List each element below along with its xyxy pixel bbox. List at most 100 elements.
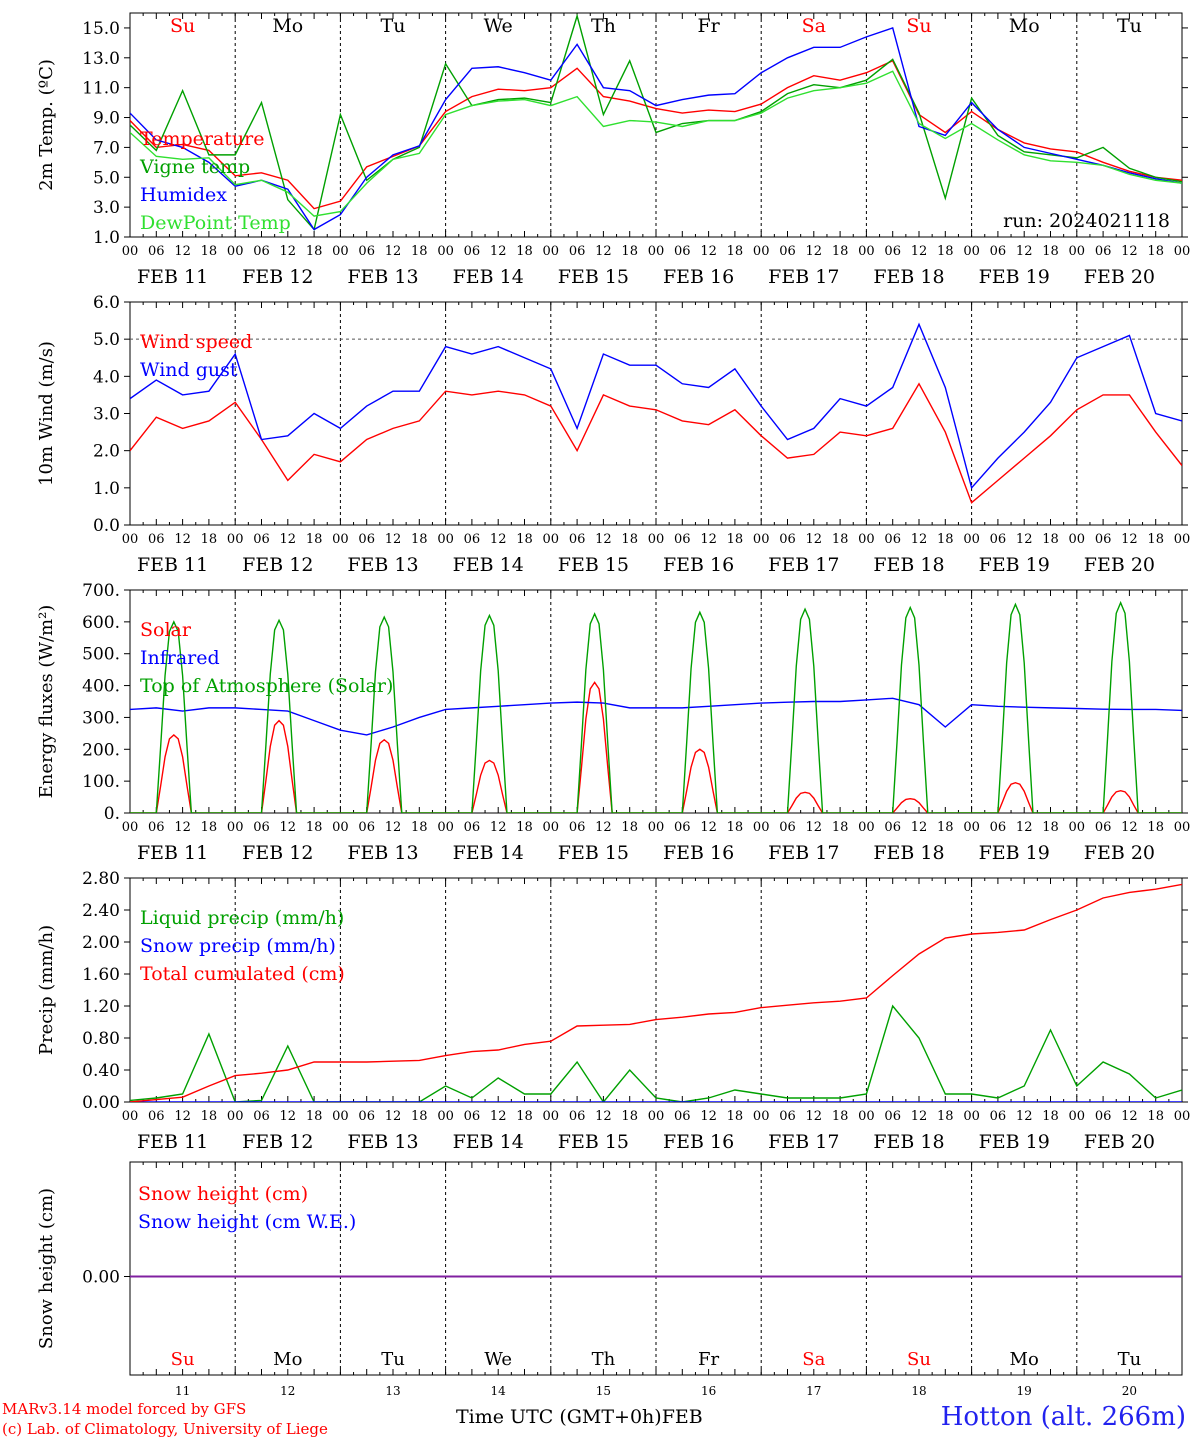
x-hour-label: 06 <box>884 820 901 835</box>
x-hour-label: 00 <box>1069 1109 1086 1124</box>
y-tick-label: 5.0 <box>93 330 120 350</box>
x-hour-label: 00 <box>1174 532 1191 547</box>
x-hour-label: 00 <box>648 532 665 547</box>
y-tick-label: 2.00 <box>82 933 120 953</box>
legend-entry: Wind gust <box>140 359 238 381</box>
legend-entry: Vigne temp <box>139 156 250 178</box>
legend-entry: DewPoint Temp <box>140 212 291 234</box>
legend-entry: Infrared <box>140 647 220 669</box>
x-hour-label: 06 <box>569 820 586 835</box>
x-hour-label: 12 <box>806 532 823 547</box>
x-hour-label: 00 <box>227 820 244 835</box>
x-hour-label: 12 <box>280 244 297 259</box>
x-hour-label: 12 <box>385 532 402 547</box>
y-tick-label: 0.80 <box>82 1029 120 1049</box>
x-hour-label: 12 <box>490 1109 507 1124</box>
x-hour-label: 00 <box>122 244 139 259</box>
x-hour-label: 00 <box>963 820 980 835</box>
y-axis-label: Snow height (cm) <box>36 1188 57 1349</box>
x-date-label: FEB 11 <box>137 1131 208 1153</box>
x-hour-label: 06 <box>358 820 375 835</box>
x-hour-label: 00 <box>543 1109 560 1124</box>
y-tick-label: 0.0 <box>93 516 120 536</box>
x-hour-label: 06 <box>253 1109 270 1124</box>
x-hour-label: 18 <box>832 1109 849 1124</box>
y-tick-label: 3.0 <box>93 405 120 425</box>
x-hour-label: 06 <box>464 1109 481 1124</box>
legend-entry: Humidex <box>140 184 227 206</box>
x-date-label: FEB 13 <box>347 842 418 864</box>
x-hour-label: 06 <box>253 532 270 547</box>
x-hour-label: 06 <box>358 532 375 547</box>
y-tick-label: 7.0 <box>93 138 120 158</box>
x-date-label: FEB 18 <box>873 554 944 576</box>
x-axis-title: Time UTC (GMT+0h)FEB <box>456 1406 703 1428</box>
x-date-label: FEB 13 <box>347 1131 418 1153</box>
x-date-label: FEB 17 <box>768 554 839 576</box>
x-hour-label: 18 <box>1042 820 1059 835</box>
x-day-label: Tu <box>381 1349 405 1370</box>
x-hour-label: 12 <box>385 1109 402 1124</box>
x-hour-label: 06 <box>569 1109 586 1124</box>
y-tick-label: 15.0 <box>82 19 120 39</box>
x-hour-label: 00 <box>753 244 770 259</box>
x-hour-label: 12 <box>280 1109 297 1124</box>
y-tick-label: 4.0 <box>93 367 120 387</box>
x-date-label: FEB 17 <box>768 1131 839 1153</box>
x-hour-label: 18 <box>411 820 428 835</box>
x-hour-label: 18 <box>411 244 428 259</box>
x-hour-label: 00 <box>543 820 560 835</box>
x-hour-label: 00 <box>437 1109 454 1124</box>
x-day-number: 20 <box>1122 1384 1137 1398</box>
y-tick-label: 9.0 <box>93 109 120 129</box>
x-hour-label: 06 <box>464 244 481 259</box>
x-date-label: FEB 13 <box>347 554 418 576</box>
x-hour-label: 12 <box>174 1109 191 1124</box>
x-hour-label: 12 <box>1016 244 1033 259</box>
x-hour-label: 18 <box>937 244 954 259</box>
x-hour-label: 06 <box>674 244 691 259</box>
x-hour-label: 00 <box>122 532 139 547</box>
x-hour-label: 00 <box>648 244 665 259</box>
x-hour-label: 00 <box>1069 532 1086 547</box>
x-day-label: Su <box>907 1349 931 1370</box>
x-hour-label: 00 <box>648 1109 665 1124</box>
x-hour-label: 06 <box>674 1109 691 1124</box>
x-hour-label: 12 <box>174 532 191 547</box>
x-hour-label: 00 <box>332 820 349 835</box>
x-hour-label: 18 <box>937 532 954 547</box>
x-date-label: FEB 18 <box>873 266 944 288</box>
plot-frame <box>129 12 1183 238</box>
x-hour-label: 06 <box>884 244 901 259</box>
x-hour-label: 18 <box>1042 1109 1059 1124</box>
x-hour-label: 06 <box>148 820 165 835</box>
x-day-label: Su <box>171 1349 195 1370</box>
x-hour-label: 12 <box>806 820 823 835</box>
legend-entry: Snow precip (mm/h) <box>140 935 336 957</box>
x-hour-label: 00 <box>332 244 349 259</box>
x-day-label: Tu <box>1117 15 1142 37</box>
x-date-label: FEB 14 <box>453 266 524 288</box>
x-day-label: Th <box>592 1349 616 1370</box>
x-hour-label: 18 <box>306 532 323 547</box>
y-tick-label: 6.0 <box>93 293 120 313</box>
x-date-label: FEB 17 <box>768 266 839 288</box>
x-day-label: Su <box>906 15 931 37</box>
x-hour-label: 18 <box>201 1109 218 1124</box>
legend-entry: Liquid precip (mm/h) <box>140 907 344 929</box>
x-hour-label: 18 <box>201 820 218 835</box>
x-hour-label: 12 <box>700 820 717 835</box>
x-day-label: Su <box>170 15 195 37</box>
x-hour-label: 12 <box>1016 820 1033 835</box>
x-hour-label: 12 <box>1121 532 1138 547</box>
x-date-label: FEB 15 <box>558 266 629 288</box>
x-day-label: Tu <box>1118 1349 1142 1370</box>
x-hour-label: 00 <box>437 244 454 259</box>
x-hour-label: 06 <box>674 532 691 547</box>
x-hour-label: 06 <box>148 532 165 547</box>
y-tick-label: 0.40 <box>82 1061 120 1081</box>
x-hour-label: 18 <box>201 532 218 547</box>
x-date-label: FEB 14 <box>453 554 524 576</box>
x-date-label: FEB 16 <box>663 266 734 288</box>
x-hour-label: 00 <box>543 532 560 547</box>
